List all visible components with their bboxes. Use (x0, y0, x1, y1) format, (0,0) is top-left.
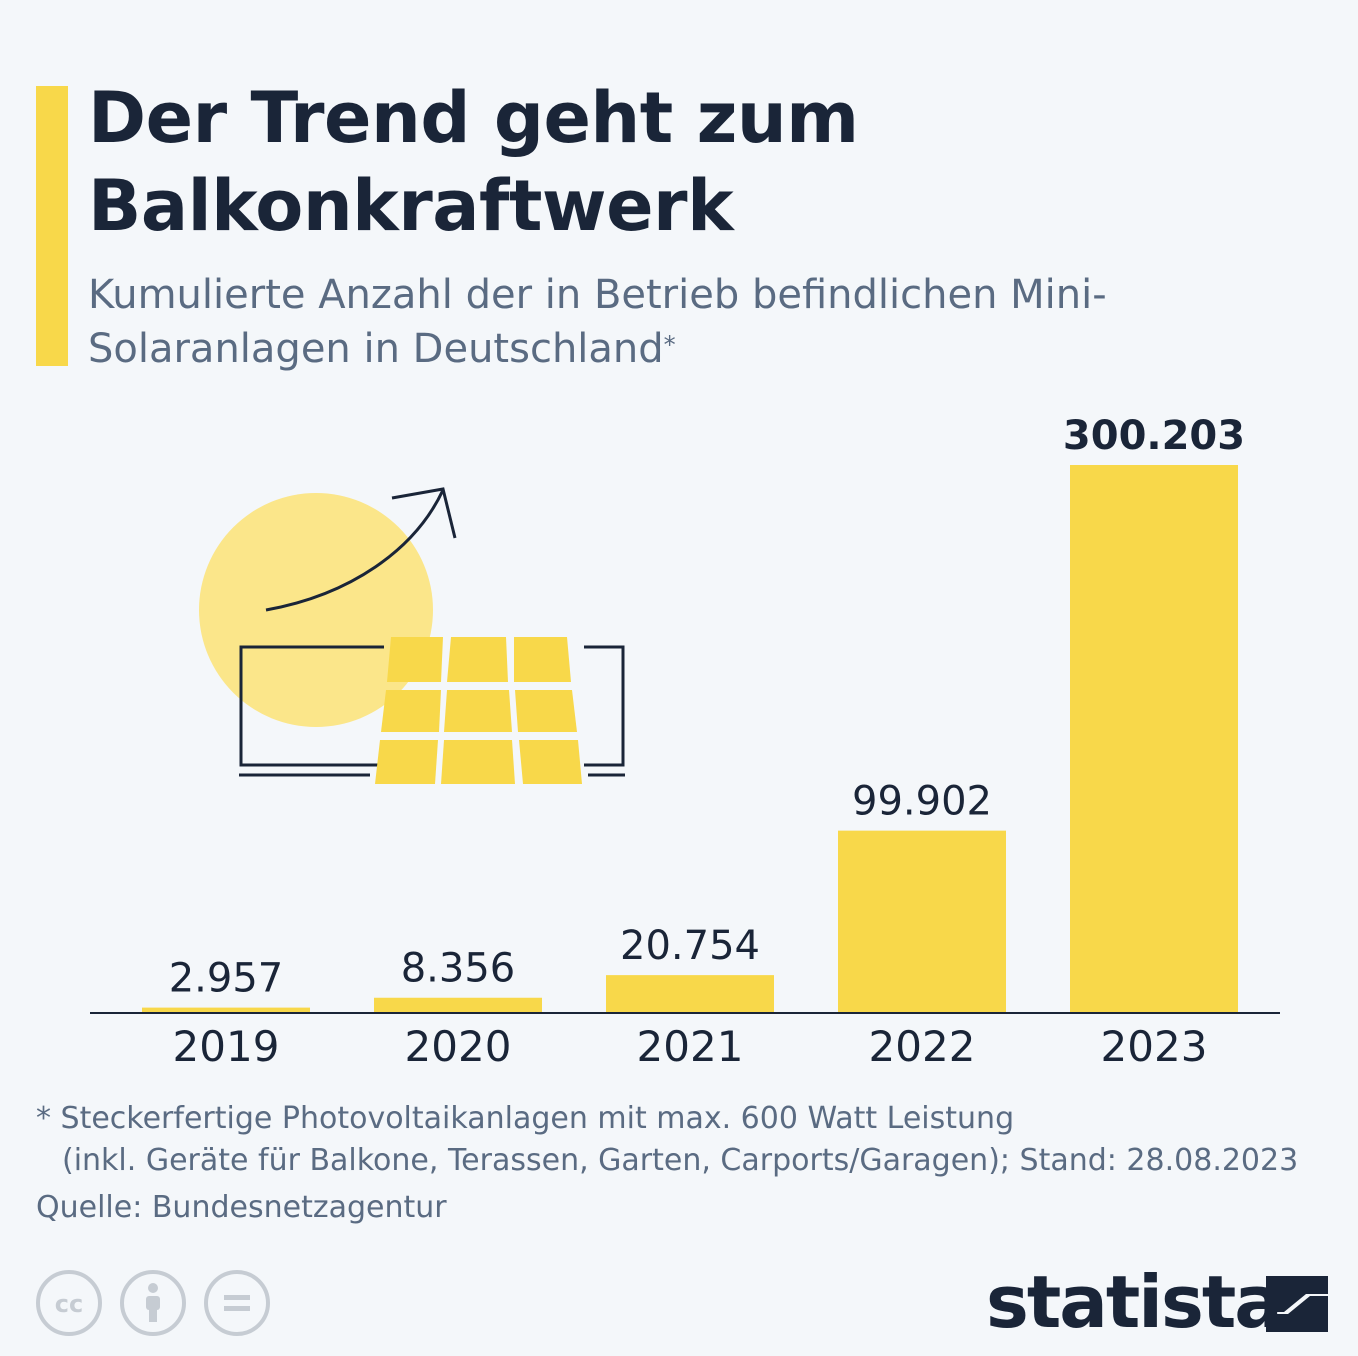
panel-frame-right (584, 645, 625, 767)
sun-circle (199, 493, 433, 727)
bar-2022 (838, 830, 1006, 1013)
trend-arrow (265, 489, 445, 612)
bar-2019 (142, 1007, 310, 1013)
bar-2023 (1070, 465, 1238, 1013)
x-tick-2021: 2021 (637, 1022, 744, 1071)
statista-logo-text: statista (986, 1260, 1283, 1344)
value-label-2020: 8.356 (401, 946, 516, 992)
footnote-line-2: (inkl. Geräte für Balkone, Terassen, Gar… (62, 1143, 1299, 1178)
subtitle-text: Kumulierte Anzahl der in Betrieb befindl… (88, 272, 1107, 372)
source-text: Quelle: Bundesnetzagentur (36, 1190, 447, 1225)
trend-arrow-head (391, 487, 457, 539)
solar-panel-illustration (199, 487, 625, 784)
value-label-2022: 99.902 (852, 779, 992, 825)
no-derivatives-icon[interactable] (204, 1270, 270, 1336)
cc-icon[interactable]: cc (36, 1270, 102, 1336)
bars-group: 2.957 2019 8.356 2020 20.754 2021 99.902 2022 30… (142, 413, 1245, 1071)
bar-2020 (374, 997, 542, 1013)
bar-2021 (606, 975, 774, 1013)
x-tick-2023: 2023 (1101, 1022, 1208, 1071)
accent-bar (36, 86, 68, 366)
attribution-icon[interactable] (120, 1270, 186, 1336)
panel-cells (375, 637, 582, 784)
subtitle-asterisk: * (663, 331, 676, 359)
bar-chart: 2.957 2019 8.356 2020 20.754 2021 99.902 2022 30… (90, 413, 1280, 1071)
value-label-2019: 2.957 (169, 956, 284, 1002)
value-label-2023: 300.203 (1063, 413, 1245, 459)
value-label-2021: 20.754 (620, 923, 760, 969)
panel-frame-left (239, 645, 384, 767)
statista-logo-icon (1266, 1276, 1328, 1332)
x-tick-2019: 2019 (173, 1022, 280, 1071)
chart-title: Der Trend geht zum Balkonkraftwerk (88, 77, 859, 247)
footnote-line-1: * Steckerfertige Photovoltaikanlagen mit… (36, 1101, 1015, 1136)
chart-subtitle: Kumulierte Anzahl der in Betrieb befindl… (88, 268, 1188, 376)
footnote: * Steckerfertige Photovoltaikanlagen mit… (36, 1098, 1346, 1182)
svg-text:cc: cc (55, 1290, 83, 1318)
x-tick-2020: 2020 (405, 1022, 512, 1071)
x-tick-2022: 2022 (869, 1022, 976, 1071)
